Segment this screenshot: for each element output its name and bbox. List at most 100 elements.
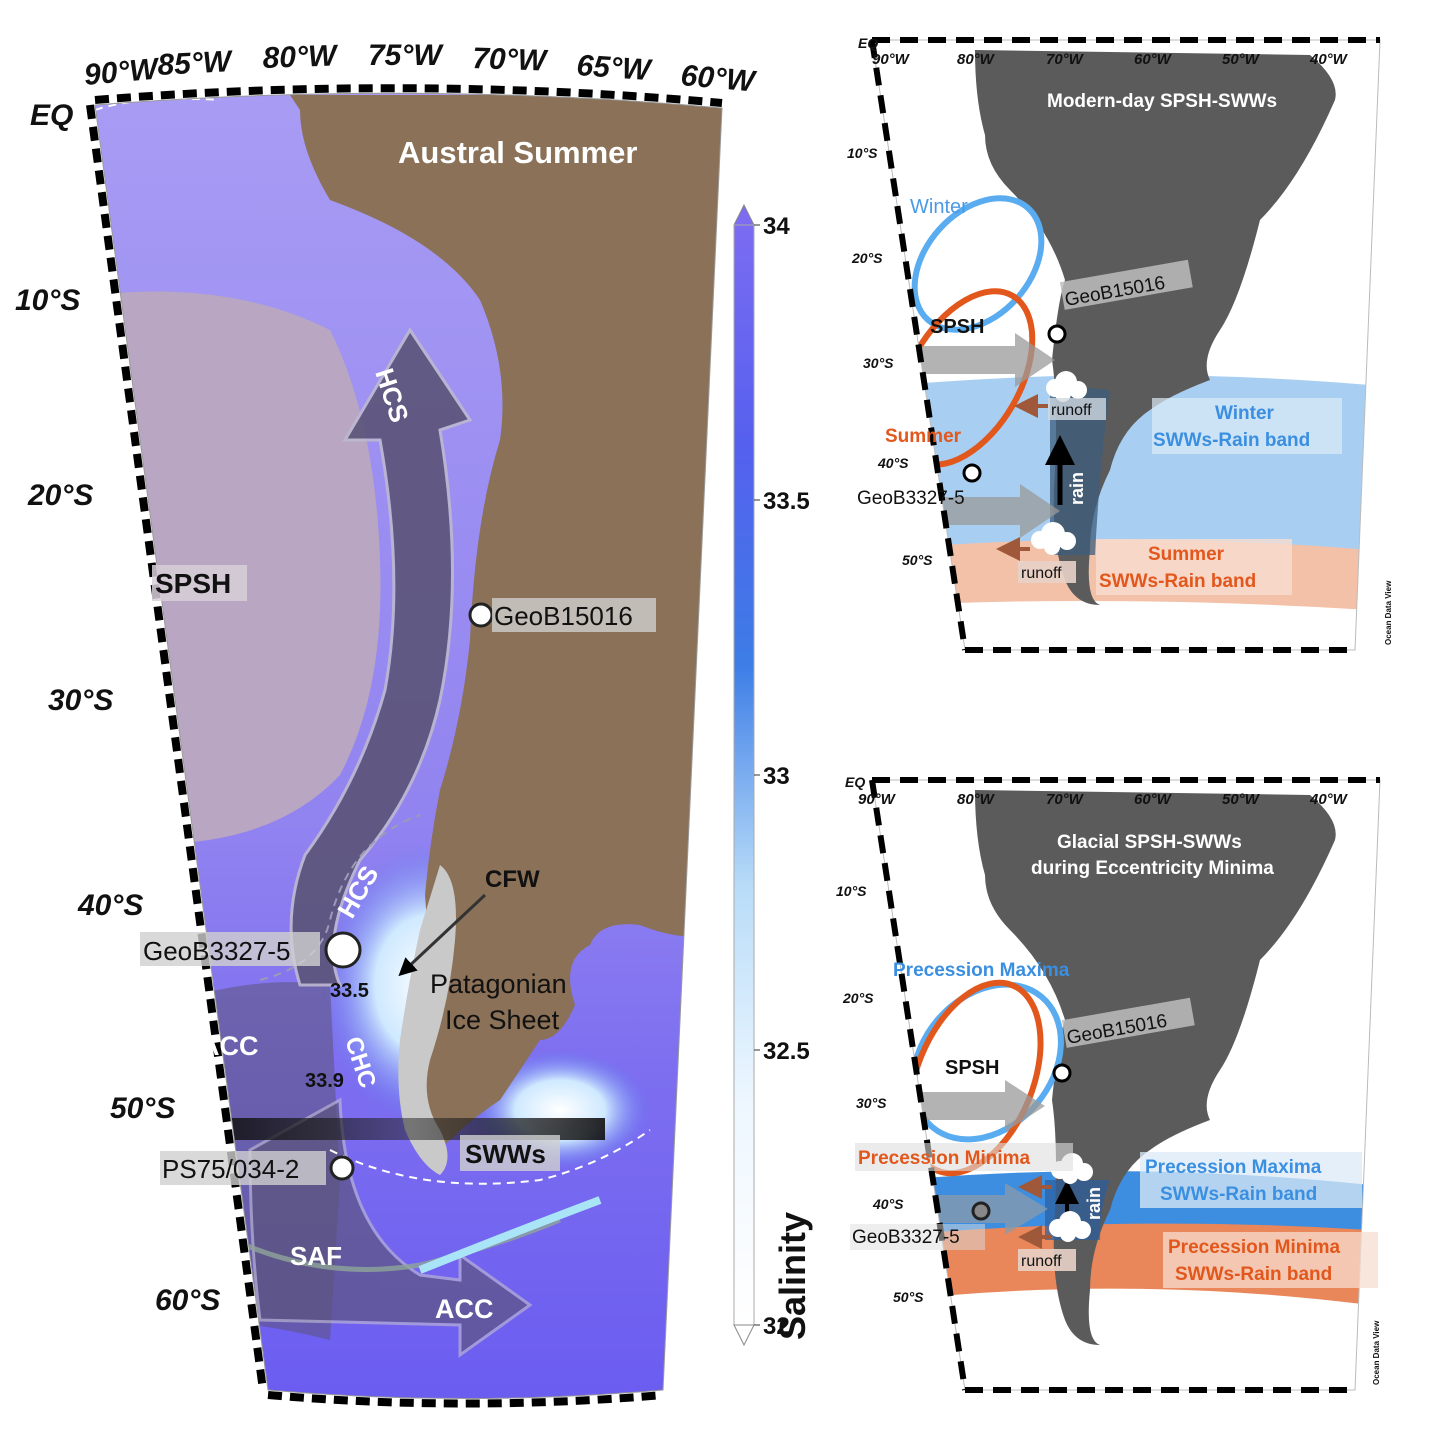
tr-wind-arrow-upper (910, 333, 1055, 387)
br-site-geob3327 (971, 1201, 991, 1221)
colorbar-tick-label: 34 (763, 213, 790, 240)
tr-title: Modern-day SPSH-SWWs (1047, 91, 1277, 112)
br-lon-60w: 60°W (1134, 791, 1173, 808)
site-label-box-geob15016 (492, 598, 656, 632)
colorbar-tick-label: 32.5 (763, 1038, 810, 1065)
tr-lat-20s: 20°S (851, 250, 883, 266)
br-minima-label-box (855, 1143, 1073, 1171)
saf-front (244, 1217, 561, 1272)
tr-winter-band-label-2: SWWs-Rain band (1153, 430, 1310, 451)
br-site-box-geob15016 (1061, 997, 1195, 1048)
spsh-label: SPSH (155, 568, 231, 599)
site-label-ps75: PS75/034-2 (162, 1154, 299, 1184)
saf-label: SAF (290, 1241, 342, 1271)
tr-summer-band-label-2: SWWs-Rain band (1099, 571, 1256, 592)
bottom-right-map: EQ 90°W 80°W 70°W 60°W 50°W 40°W 10°S 20… (836, 774, 1381, 1393)
br-lat-10s: 10°S (836, 883, 867, 899)
colorbar-top-arrow (733, 203, 755, 226)
lon-label-85w: 85°W (157, 45, 235, 82)
swws-label-box (460, 1135, 560, 1171)
tr-winter-band-label-1: Winter (1215, 403, 1275, 424)
lon-label-80w: 80°W (262, 39, 339, 75)
lat-label-40s: 40°S (77, 889, 143, 922)
colorbar-ticks: 34 33.5 33 32.5 32 (754, 213, 810, 1340)
contour-label-33-5: 33.5 (330, 980, 369, 1002)
br-spsh-label: SPSH (945, 1057, 999, 1079)
br-minima-band-box (1163, 1232, 1378, 1288)
lon-label-60w: 60°W (679, 59, 758, 99)
br-cloud-lower (1049, 1211, 1091, 1242)
tr-lon-50w: 50°W (1222, 51, 1261, 68)
br-runoff-label: runoff (1021, 1253, 1062, 1270)
tr-lat-40s: 40°S (877, 455, 909, 471)
br-lat-40s: 40°S (872, 1196, 904, 1212)
br-title-2: during Eccentricity Minima (1031, 858, 1274, 879)
tr-runoff-lower: runoff (1021, 565, 1062, 582)
br-site-label-geob3327: GeoB3327-5 (852, 1227, 960, 1248)
lon-label-90w: 90°W (83, 52, 162, 92)
br-site-box-geob3327 (850, 1224, 985, 1250)
frame-top-ticks (94, 84, 723, 107)
tr-lon-40w: 40°W (1309, 51, 1349, 68)
tr-patagonia-overlay (1050, 385, 1110, 555)
site-marker-ps75 (329, 1155, 355, 1181)
br-maxima-band-label-2: SWWs-Rain band (1160, 1184, 1317, 1205)
lat-label-60s: 60°S (155, 1284, 220, 1317)
site-label-box-ps75 (160, 1151, 326, 1185)
lat-label-50s: 50°S (110, 1092, 175, 1125)
tr-runoff-upper: runoff (1051, 402, 1092, 419)
tr-spsh-label: SPSH (930, 316, 984, 338)
lon-label-65w: 65°W (576, 49, 654, 87)
salinity-colorbar: 34 33.5 33 32.5 32 Salinity (733, 203, 813, 1347)
br-title-1: Glacial SPSH-SWWs (1057, 832, 1242, 853)
front-light (418, 1196, 602, 1274)
tr-winter-label: Winter (910, 196, 968, 218)
acc-label-west: ACC (200, 1031, 259, 1061)
top-right-map: EQ 90°W 80°W 70°W 60°W 50°W 40°W 10°S 20… (847, 35, 1393, 653)
left-map-title: Austral Summer (398, 135, 637, 170)
br-maxima-band-box (1140, 1152, 1362, 1208)
colorbar-tick-label: 33.5 (763, 488, 810, 515)
tr-site-geob15016 (1047, 324, 1067, 344)
lat-label-30s: 30°S (48, 684, 113, 717)
site-label-box-geob3327 (140, 932, 320, 966)
tr-site-box-geob15016 (1059, 259, 1193, 310)
tr-lon-70w: 70°W (1046, 51, 1085, 68)
lon-label-75w: 75°W (368, 39, 444, 72)
site-label-geob15016: GeoB15016 (494, 601, 633, 631)
swws-label: SWWs (465, 1139, 546, 1169)
tr-frame-left (869, 39, 968, 651)
br-lat-50s: 50°S (893, 1289, 924, 1305)
ice-sheet-label-1: Patagonian (430, 969, 567, 999)
br-wind-arrow-upper (900, 1080, 1045, 1132)
br-rain-label: rain (1084, 1187, 1104, 1220)
map-frame (94, 92, 723, 1399)
br-lon-80w: 80°W (957, 791, 996, 808)
tr-lat-10s: 10°S (847, 145, 878, 161)
tr-runoff-lower-box (1018, 561, 1076, 583)
br-frame-left (869, 779, 968, 1391)
sww-band (215, 1118, 605, 1140)
tr-lat-30s: 30°S (863, 355, 894, 371)
tr-summer-band-box (1096, 539, 1292, 595)
patagonian-ice-sheet (398, 865, 456, 1175)
tr-site-geob3327 (962, 463, 982, 483)
tr-winter-band-box (1152, 398, 1342, 454)
br-lon-50w: 50°W (1222, 791, 1261, 808)
lat-label-20s: 20°S (27, 479, 93, 512)
tr-runoff-upper-box (1048, 398, 1106, 420)
colorbar-ramp (733, 224, 755, 1326)
tr-summer-label: Summer (885, 426, 962, 447)
br-site-geob15016 (1052, 1063, 1072, 1083)
cfw-label: CFW (485, 866, 540, 893)
site-marker-geob3327 (324, 931, 362, 969)
tr-wind-arrow-lower (935, 484, 1060, 538)
salinity-contour-dashed (259, 814, 421, 981)
contour-label-33-9: 33.9 (305, 1070, 344, 1092)
colorbar-tick-label: 33 (763, 763, 790, 790)
tr-lon-90w: 90°W (872, 51, 911, 68)
hcs-arrow (289, 327, 473, 987)
br-minima-band-label-1: Precession Minima (1168, 1237, 1341, 1258)
colorbar-tick-label: 32 (763, 1313, 790, 1340)
